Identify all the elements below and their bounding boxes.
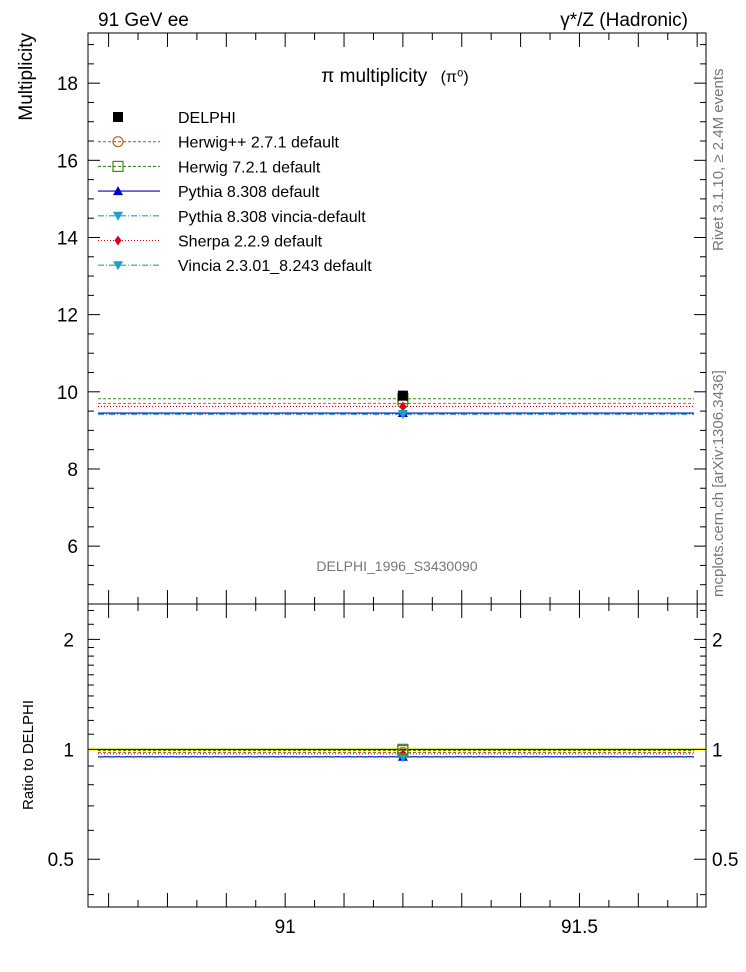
ratio-tick-label: 1 [712,740,723,761]
marker-diamond [399,401,407,412]
ratio-tick-label: 0.5 [48,850,74,871]
legend-label: Pythia 8.308 vincia-default [178,209,366,226]
ratio-tick-label: 2 [712,630,723,651]
y-tick-label: 10 [57,383,78,404]
header-right: γ*/Z (Hadronic) [560,10,688,31]
ratio-tick-label: 2 [63,630,74,651]
series-markers [397,390,409,763]
marker-triangle-down [397,410,408,420]
y-tick-label: 18 [57,74,78,95]
analysis-watermark: DELPHI_1996_S3430090 [316,558,477,574]
marker-circle-open [112,136,124,148]
marker-triangle-down [113,261,123,271]
mcplots-label: mcplots.cern.ch [arXiv:1306.3436] [710,370,727,597]
ratio-tick-label: 0.5 [712,850,738,871]
legend-label: Vincia 2.3.01_8.243 default [178,258,372,275]
legend-label: Pythia 8.308 default [178,184,320,201]
chart-title: π multiplicity (π⁰) [321,66,468,87]
y-tick-label: 14 [57,228,79,249]
y-tick-label: 6 [67,537,78,558]
marker-triangle-down [397,753,408,763]
legend: DELPHI Herwig++ 2.7.1 default Herwig 7.2.1… [98,110,372,275]
ratio-tick-label: 1 [63,740,74,761]
legend-label: Herwig++ 2.7.1 default [178,135,340,152]
marker-triangle-up [113,186,123,196]
marker-square [113,112,123,122]
x-tick-label: 91.5 [561,917,598,938]
header-left: 91 GeV ee [98,10,189,31]
legend-label: DELPHI [178,110,236,127]
series-lines [89,398,705,758]
legend-label: Sherpa 2.2.9 default [178,234,323,251]
title-suffix: (π⁰) [441,69,469,86]
marker-square [397,390,408,401]
ratio-plot-frame [87,603,707,908]
legend-label: Herwig 7.2.1 default [178,159,321,176]
y-tick-label: 8 [67,460,78,481]
y-tick-label: 12 [57,306,78,327]
ratio-y-axis-label: Ratio to DELPHI [20,700,37,810]
rivet-label: Rivet 3.1.10, ≥ 2.4M events [710,69,727,252]
marker-square-open [112,160,124,172]
x-tick-label: 91 [275,917,296,938]
title-main: π multiplicity [321,66,428,87]
y-tick-label: 16 [57,151,78,172]
marker-square-open [397,743,409,755]
marker-diamond [114,235,122,246]
marker-triangle-down [113,211,123,221]
y-axis-label: Multiplicity [16,33,37,121]
